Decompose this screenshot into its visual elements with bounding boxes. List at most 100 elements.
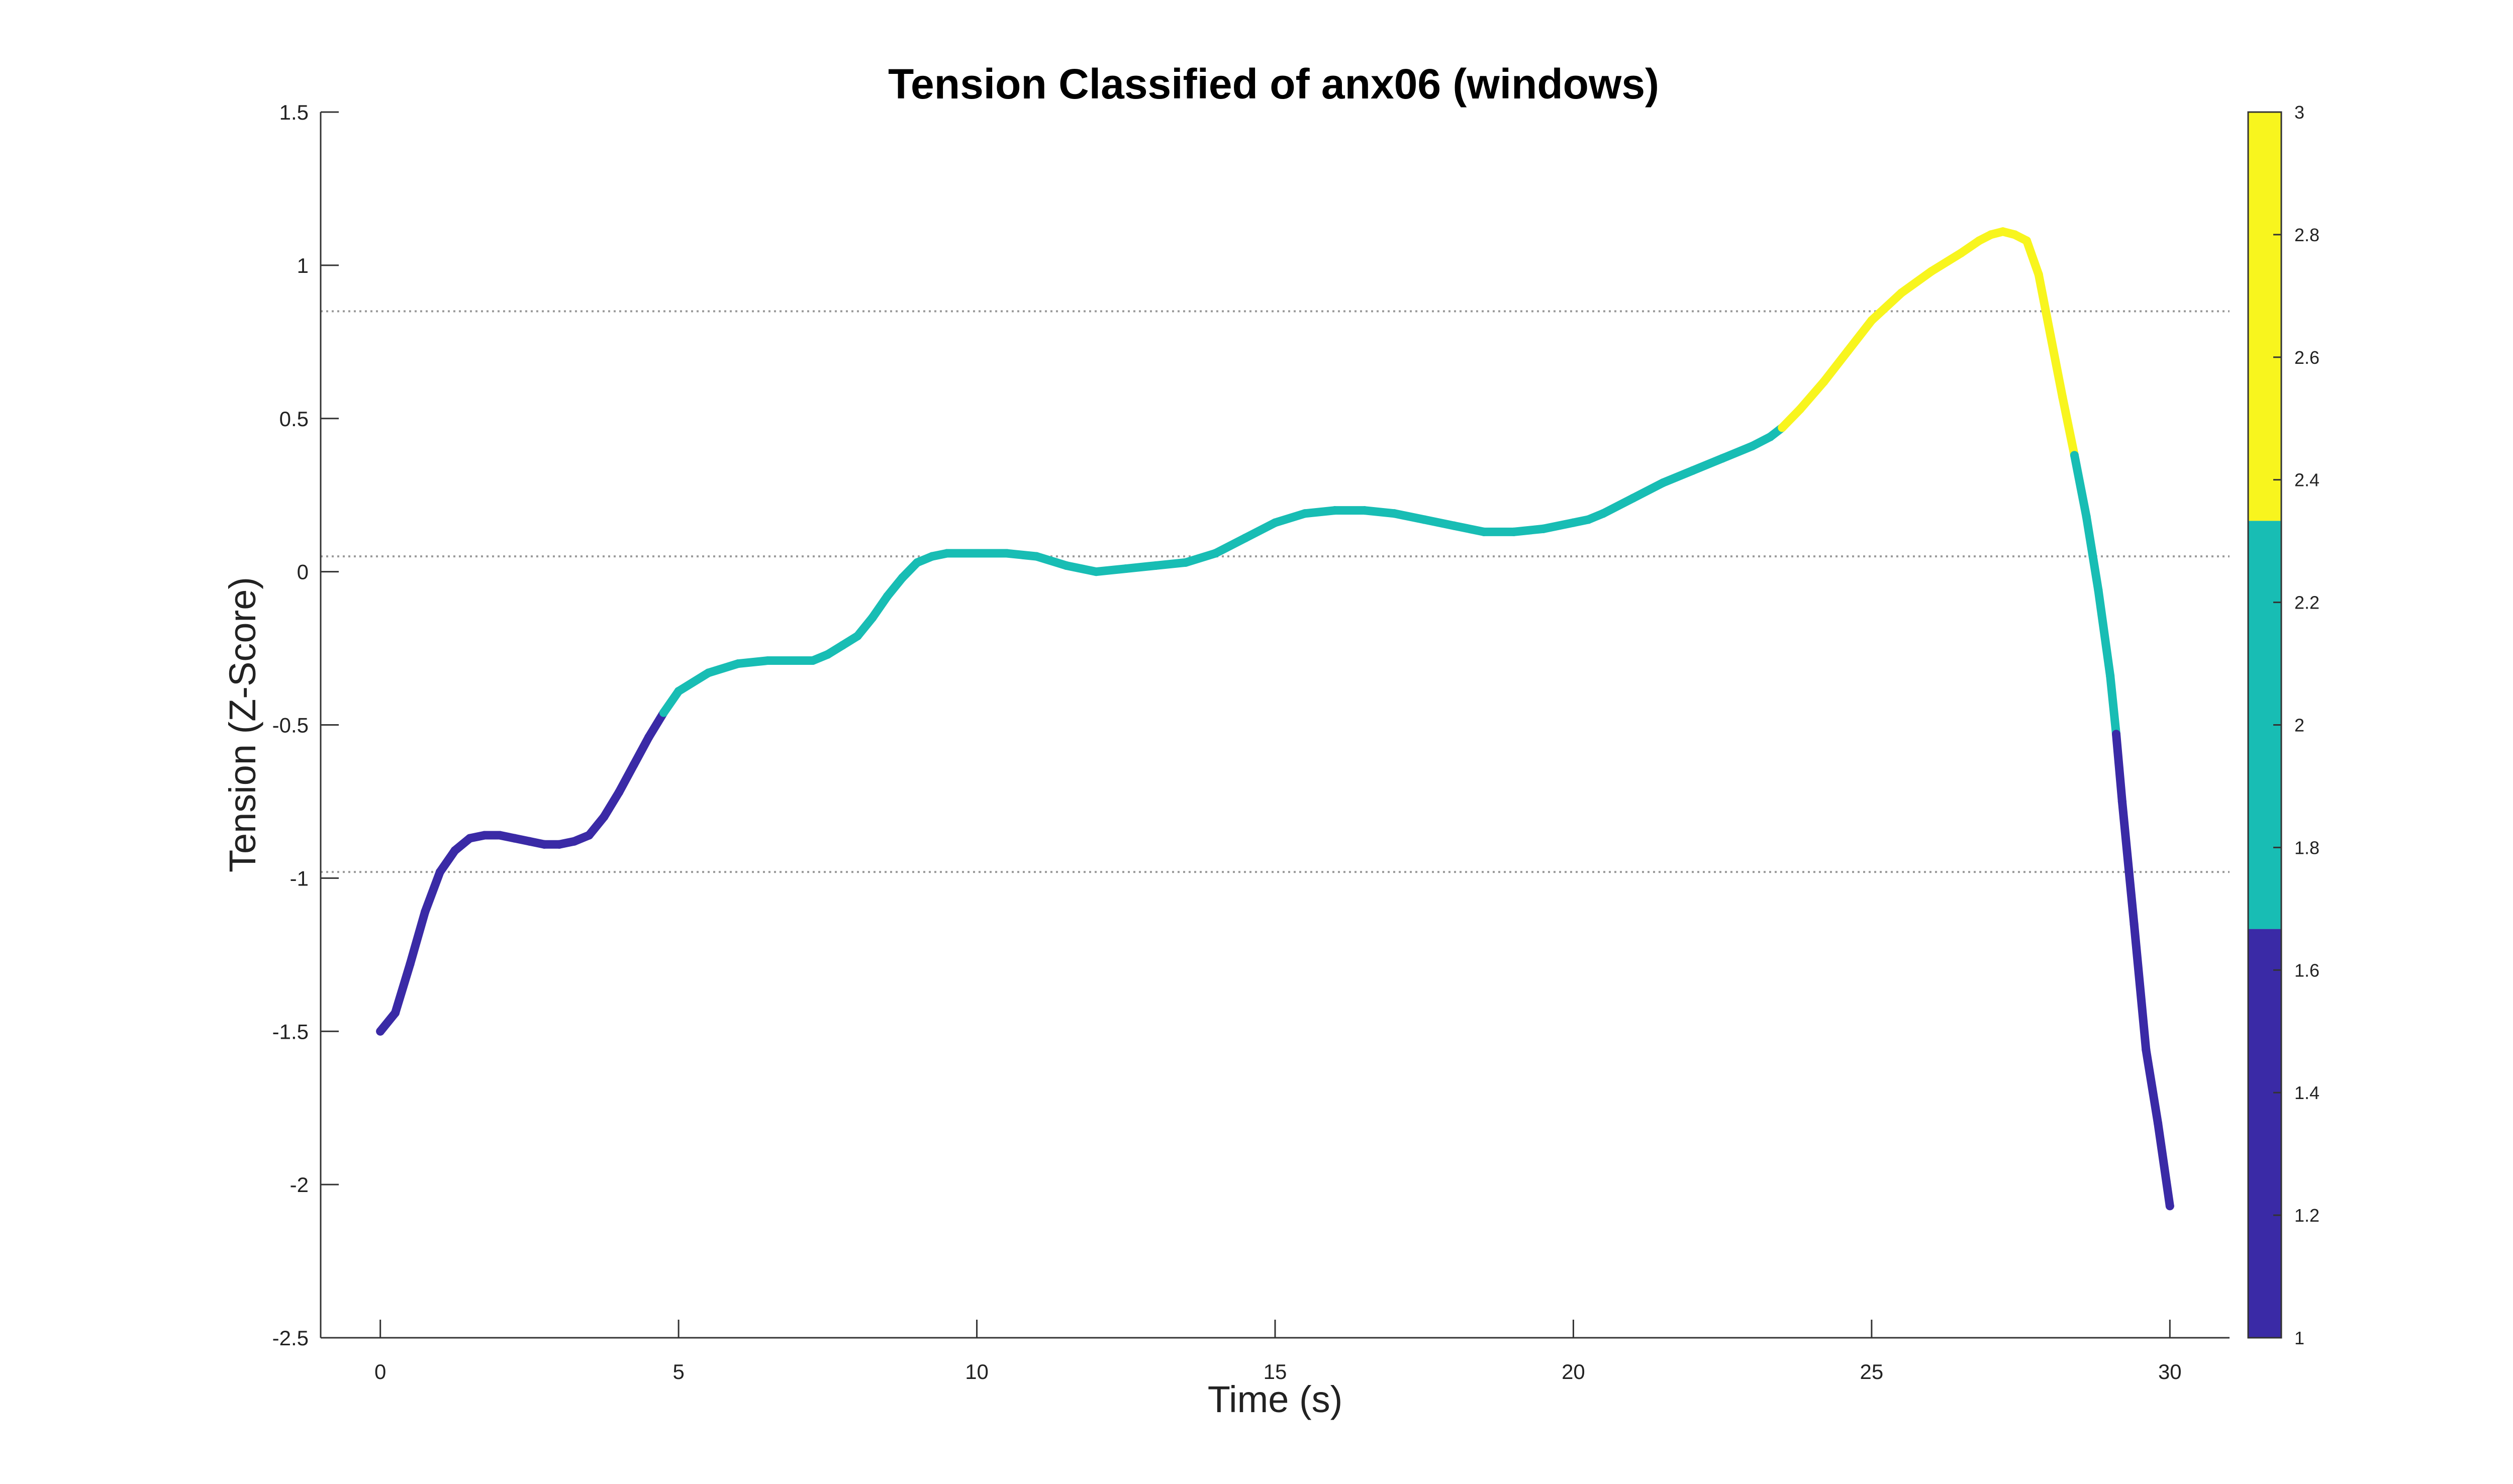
series-segment bbox=[2046, 331, 2067, 402]
series-point bbox=[2082, 512, 2091, 521]
series-point bbox=[465, 834, 474, 843]
series-point bbox=[1998, 227, 2007, 236]
y-tick-label: -1.5 bbox=[272, 1020, 309, 1043]
colorbar-ticks: 1 1.2 1.4 1.6 1.8 2 2.2 2.4 2.6 2.8 3 bbox=[2273, 102, 2319, 1348]
series-point bbox=[1986, 230, 1995, 239]
series-segment bbox=[1211, 534, 1250, 558]
series-point bbox=[1002, 549, 1011, 558]
series-point bbox=[1795, 405, 1804, 414]
colorbar-bands bbox=[2248, 112, 2281, 1338]
series-point bbox=[1121, 564, 1130, 573]
series-segment bbox=[1539, 518, 1578, 533]
x-tick-label: 15 bbox=[1264, 1360, 1287, 1383]
series-segment bbox=[2142, 1045, 2163, 1128]
series-segment bbox=[2106, 671, 2120, 739]
series-segment bbox=[1628, 478, 1667, 503]
series-segment bbox=[1002, 549, 1041, 561]
x-tick-label: 5 bbox=[672, 1360, 684, 1383]
series-segment bbox=[2082, 512, 2103, 595]
series-segment bbox=[2154, 1119, 2174, 1211]
series-point bbox=[1748, 442, 1757, 451]
series-point bbox=[2046, 331, 2055, 340]
series-point bbox=[406, 959, 415, 968]
series-segment bbox=[1658, 466, 1697, 487]
series-segment bbox=[435, 846, 459, 876]
series-segment bbox=[421, 867, 444, 916]
series-point bbox=[1449, 521, 1459, 530]
series-point bbox=[1360, 506, 1369, 515]
series-point bbox=[1957, 248, 1966, 257]
series-segment bbox=[1819, 347, 1852, 386]
y-tick-label: 1.5 bbox=[279, 101, 309, 124]
series-point bbox=[1390, 509, 1399, 518]
x-tick-label: 25 bbox=[1860, 1360, 1884, 1383]
series-point bbox=[2154, 1119, 2163, 1128]
series-segment bbox=[704, 659, 743, 677]
colorbar-tick-label: 2.8 bbox=[2294, 225, 2319, 245]
series-point bbox=[450, 846, 459, 855]
series-segment bbox=[1121, 561, 1161, 573]
series-point bbox=[600, 812, 609, 821]
series-point bbox=[2106, 671, 2115, 680]
y-axis-label: Tension (Z-Score) bbox=[222, 577, 263, 872]
series-point bbox=[1181, 558, 1190, 567]
series-segment bbox=[868, 591, 892, 622]
series-point bbox=[2010, 230, 2019, 239]
series-segment bbox=[659, 686, 683, 717]
series-segment bbox=[1867, 288, 1906, 325]
plot-area: 0 5 10 15 20 25 30 1.5 1 0.5 0 -0.5 -1 -1.5 -2 -2.5 bbox=[272, 101, 2230, 1383]
series-segment bbox=[1181, 549, 1220, 567]
series-point bbox=[659, 708, 668, 717]
series-point bbox=[376, 1027, 385, 1036]
series-segment bbox=[1032, 552, 1071, 570]
series-point bbox=[973, 549, 982, 558]
y-tick-label: 0.5 bbox=[279, 407, 309, 431]
colorbar-tick-label: 3 bbox=[2294, 102, 2304, 123]
colorbar: 1 1.2 1.4 1.6 1.8 2 2.2 2.4 2.6 2.8 3 bbox=[2247, 102, 2319, 1348]
series-point bbox=[1539, 524, 1548, 533]
series-point bbox=[495, 831, 504, 840]
series-segment bbox=[1897, 267, 1936, 298]
series-point bbox=[1867, 316, 1876, 325]
series-segment bbox=[2117, 797, 2139, 929]
series-point bbox=[629, 760, 638, 769]
series-point bbox=[1927, 267, 1936, 276]
series-point bbox=[674, 686, 683, 696]
colorbar-band bbox=[2248, 929, 2281, 1338]
colorbar-band bbox=[2248, 112, 2281, 521]
x-axis-label: Time (s) bbox=[1208, 1378, 1343, 1420]
series-point bbox=[1300, 509, 1309, 518]
series-point bbox=[1420, 515, 1429, 524]
series-point bbox=[1479, 527, 1488, 536]
series-point bbox=[868, 613, 877, 622]
series-point bbox=[1819, 377, 1828, 386]
series-point bbox=[1330, 506, 1339, 515]
series-line bbox=[376, 227, 2174, 1211]
series-point bbox=[1718, 454, 1727, 463]
series-point bbox=[1092, 567, 1101, 576]
series-segment bbox=[2094, 585, 2115, 680]
series-point bbox=[1975, 236, 1984, 245]
y-tick-label: -1 bbox=[290, 866, 309, 890]
series-point bbox=[2070, 451, 2079, 460]
series-segment bbox=[2022, 236, 2043, 279]
y-tick-label: -2.5 bbox=[272, 1326, 309, 1350]
colorbar-tick-label: 1.4 bbox=[2294, 1082, 2319, 1103]
series-segment bbox=[1420, 515, 1459, 530]
chart-title: Tension Classified of anx06 (windows) bbox=[888, 60, 1659, 108]
series-point bbox=[510, 834, 519, 843]
series-segment bbox=[406, 907, 430, 968]
series-point bbox=[1778, 423, 1787, 432]
series-point bbox=[794, 656, 802, 665]
series-segment bbox=[1300, 506, 1339, 518]
series-segment bbox=[600, 788, 623, 821]
series-point bbox=[2165, 1202, 2174, 1211]
colorbar-tick-label: 1.2 bbox=[2294, 1205, 2319, 1226]
series-segment bbox=[1360, 506, 1399, 518]
series-point bbox=[928, 552, 937, 561]
series-segment bbox=[1509, 524, 1548, 536]
series-segment bbox=[629, 733, 653, 769]
series-point bbox=[1509, 527, 1518, 536]
series-segment bbox=[1778, 405, 1804, 432]
